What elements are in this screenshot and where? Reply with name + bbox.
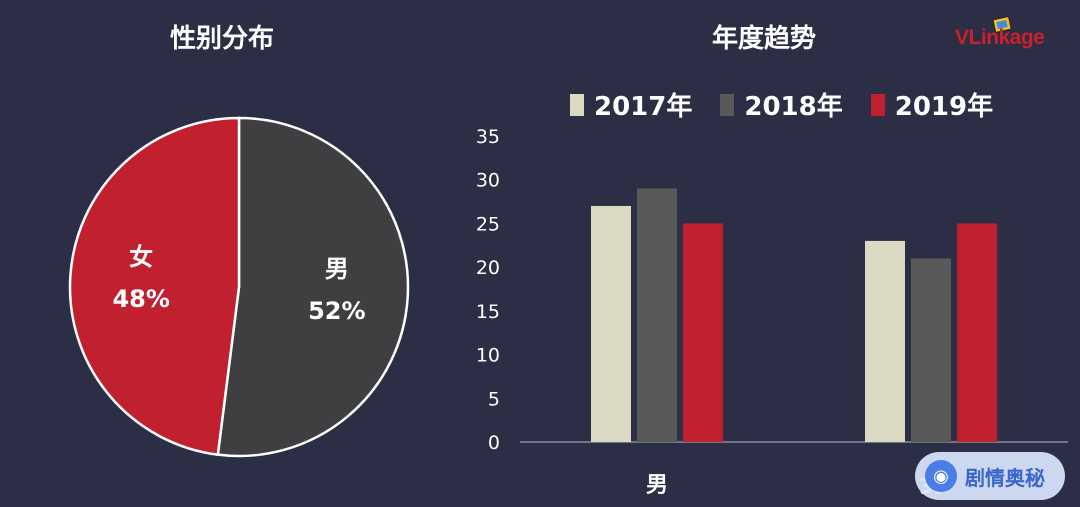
legend-swatch-2017: [570, 93, 584, 116]
bar-男-1: [637, 188, 677, 442]
legend-swatch-2019: [870, 93, 885, 116]
pie-chart-title: 性别分布: [170, 24, 275, 54]
watermark-text: 剧情奥秘: [965, 465, 1045, 490]
legend-item-2018: 2018年: [720, 86, 843, 123]
bar-男-0: [591, 205, 631, 442]
y-tick-label: 15: [476, 301, 500, 323]
pie-slice-label: 男: [325, 255, 349, 283]
logo-mark-icon: [992, 15, 1012, 34]
legend-item-2017: 2017年: [570, 86, 692, 123]
bar-女-0: [865, 240, 905, 442]
legend-item-2019: 2019年: [870, 86, 994, 123]
pie-slice-0: [216, 116, 410, 458]
pie-slice-value: 48%: [112, 285, 169, 313]
legend-label-2018: 2018年: [744, 92, 843, 122]
y-tick-label: 20: [476, 257, 500, 279]
y-tick-label: 30: [476, 170, 500, 192]
y-tick-label: 5: [488, 388, 500, 410]
bar-chart-legend: 2017年 2018年 2019年: [570, 86, 993, 123]
y-tick-label: 0: [488, 432, 500, 454]
x-category-label: 男: [646, 473, 668, 498]
legend-swatch-2018: [720, 93, 735, 116]
bar-男-2: [683, 223, 723, 442]
legend-label-2017: 2017年: [594, 92, 693, 122]
y-tick-label: 25: [476, 213, 500, 235]
eye-icon: ◉: [925, 460, 957, 492]
pie-slice-label: 女: [129, 243, 153, 271]
y-tick-label: 10: [476, 345, 500, 367]
pie-slice-1: [68, 116, 241, 457]
bar-女-2: [957, 223, 997, 442]
pie-slice-value: 52%: [308, 297, 365, 325]
y-tick-label: 35: [476, 126, 500, 148]
pie-chart: 男 52% 女 48%: [68, 116, 410, 458]
watermark-badge: ◉ 剧情奥秘: [915, 452, 1065, 500]
vlinkage-logo: VLinkage: [955, 15, 1077, 56]
legend-label-2019: 2019年: [894, 92, 994, 122]
bar-女-1: [911, 258, 951, 442]
bar-chart-title: 年度趋势: [712, 24, 817, 54]
logo-text: VLinkage: [955, 26, 1045, 49]
